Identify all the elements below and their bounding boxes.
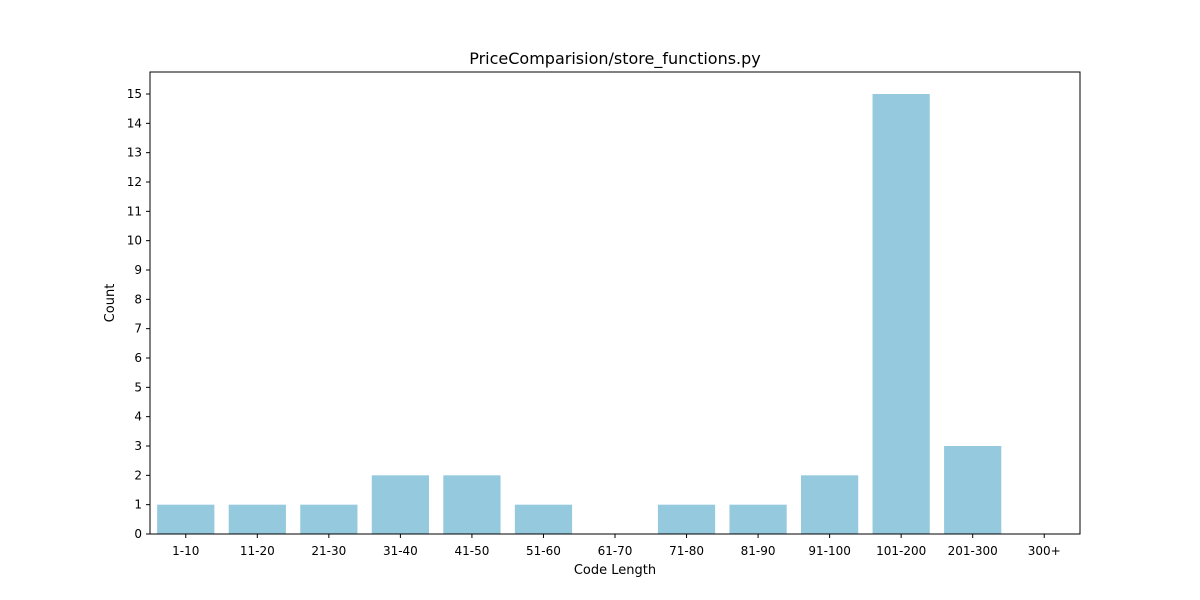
y-tick-label: 8: [134, 292, 142, 306]
bar-1-10: [157, 504, 215, 534]
y-tick-label: 15: [127, 87, 142, 101]
x-tick-label: 71-80: [669, 544, 704, 558]
bar-11-20: [228, 504, 286, 534]
bars-group: [157, 94, 1002, 534]
y-tick-label: 14: [127, 116, 142, 130]
y-tick-label: 10: [127, 234, 142, 248]
x-axis-label: Code Length: [574, 563, 656, 578]
y-axis-label: Count: [103, 284, 118, 323]
y-tick-label: 11: [127, 204, 142, 218]
x-tick-label: 91-100: [808, 544, 851, 558]
bar-41-50: [443, 475, 501, 534]
x-tick-label: 300+: [1028, 544, 1061, 558]
x-tick-label: 21-30: [311, 544, 346, 558]
bar-71-80: [657, 504, 716, 534]
x-tick-label: 81-90: [741, 544, 776, 558]
y-tick-label: 12: [127, 175, 142, 189]
y-tick-label: 5: [134, 380, 142, 394]
x-tick-label: 31-40: [383, 544, 418, 558]
bar-91-100: [801, 475, 859, 534]
bar-201-300: [944, 446, 1002, 534]
y-tick-label: 3: [134, 439, 142, 453]
y-tick-label: 9: [134, 263, 142, 277]
y-tick-label: 0: [134, 527, 142, 541]
y-tick-label: 4: [134, 410, 142, 424]
y-tick-label: 6: [134, 351, 142, 365]
x-tick-label: 201-300: [948, 544, 998, 558]
bar-81-90: [729, 504, 787, 534]
chart-title: PriceComparision/store_functions.py: [469, 49, 761, 69]
y-tick-label: 13: [127, 146, 142, 160]
x-tick-label: 61-70: [598, 544, 633, 558]
x-tick-label: 41-50: [454, 544, 489, 558]
y-tick-label: 2: [134, 468, 142, 482]
bar-21-30: [300, 504, 358, 534]
x-axis-ticks: 1-10 11-20 21-30 31-40 41-50 51-60 61-70 71-80 8…: [172, 534, 1061, 558]
x-tick-label: 51-60: [526, 544, 561, 558]
bar-31-40: [371, 475, 429, 534]
x-tick-label: 101-200: [876, 544, 926, 558]
x-tick-label: 1-10: [172, 544, 199, 558]
y-tick-label: 7: [134, 322, 142, 336]
bar-101-200: [872, 94, 930, 534]
plot-frame: [149, 71, 1081, 535]
bar-51-60: [514, 504, 573, 534]
x-tick-label: 11-20: [240, 544, 275, 558]
y-tick-label: 1: [134, 498, 142, 512]
